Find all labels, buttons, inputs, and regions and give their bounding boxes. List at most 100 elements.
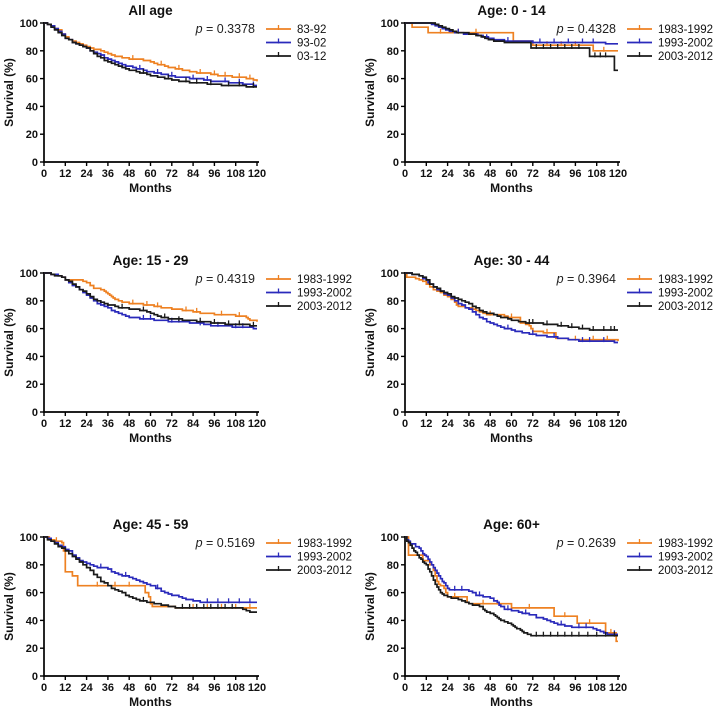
x-tick-label: 0 [402, 682, 408, 694]
p-symbol: p [556, 272, 564, 286]
series-line-2003-2012 [405, 22, 618, 72]
x-axis-label: Months [490, 181, 533, 195]
y-tick-label: 100 [20, 18, 38, 30]
y-tick-label: 20 [26, 643, 38, 655]
x-tick-label: 96 [569, 418, 581, 430]
series-line-2003-2012 [44, 536, 257, 613]
panel-title: Age: 60+ [483, 517, 540, 532]
p-value-text: p = 0.4319 [195, 272, 255, 286]
survival-chart: Age: 15 - 29 p = 0.4319 0 20 40 60 80 100 0 12 24 3… [2, 253, 352, 445]
y-tick-label: 0 [393, 157, 399, 169]
x-tick-label: 0 [402, 418, 408, 430]
x-tick-label: 72 [527, 168, 539, 180]
y-tick-label: 80 [387, 46, 399, 58]
y-tick-label: 0 [393, 407, 399, 419]
x-tick-label: 96 [208, 168, 220, 180]
y-tick-label: 40 [26, 101, 38, 113]
panel-title: Age: 45 - 59 [113, 517, 189, 532]
p-symbol: p [556, 536, 564, 550]
x-axis-label: Months [490, 695, 533, 709]
x-tick-label: 0 [41, 418, 47, 430]
y-tick-label: 80 [26, 296, 38, 308]
y-tick-label: 40 [387, 101, 399, 113]
x-tick-label: 60 [505, 682, 517, 694]
x-tick-label: 24 [441, 682, 454, 694]
y-axis-label: Survival (%) [363, 308, 377, 377]
series-line-2003-2012 [405, 536, 618, 637]
y-tick-label: 40 [387, 615, 399, 627]
y-tick-label: 0 [32, 407, 38, 419]
x-tick-label: 72 [527, 418, 539, 430]
series-line-83-92 [44, 22, 258, 82]
x-tick-label: 48 [484, 418, 496, 430]
x-tick-label: 36 [463, 168, 475, 180]
panel-title: Age: 0 - 14 [477, 3, 546, 18]
series-line-1983-1992 [44, 272, 258, 322]
y-tick-label: 60 [26, 588, 38, 600]
p-value-number: = 0.2639 [564, 536, 617, 550]
y-tick-label: 80 [26, 46, 38, 58]
p-value-text: p = 0.4328 [556, 22, 616, 36]
legend-label: 1983-1992 [658, 538, 713, 550]
series-line-1993-2002 [44, 536, 257, 604]
x-tick-label: 36 [102, 418, 114, 430]
p-value-text: p = 0.3964 [556, 272, 616, 286]
x-tick-label: 36 [463, 418, 475, 430]
axes [43, 272, 259, 413]
x-tick-label: 12 [420, 418, 432, 430]
p-value-number: = 0.4319 [203, 272, 256, 286]
x-tick-label: 12 [59, 682, 71, 694]
legend-label: 1983-1992 [297, 274, 352, 286]
x-tick-label: 84 [548, 418, 561, 430]
x-tick-label: 120 [609, 168, 627, 180]
x-tick-label: 48 [484, 682, 496, 694]
panel-all-age: All age p = 0.3378 0 20 40 60 80 100 0 12 24 36 48 60… [0, 0, 361, 240]
x-tick-label: 12 [59, 168, 71, 180]
y-tick-label: 80 [26, 560, 38, 572]
legend-label: 1983-1992 [658, 274, 713, 286]
x-tick-label: 12 [420, 682, 432, 694]
x-tick-label: 0 [41, 168, 47, 180]
p-value-text: p = 0.5169 [195, 536, 255, 550]
y-tick-label: 40 [26, 351, 38, 363]
legend-label: 2003-2012 [297, 565, 352, 577]
series-line-1993-2002 [405, 536, 618, 636]
x-axis-label: Months [490, 431, 533, 445]
x-tick-label: 24 [80, 168, 93, 180]
x-tick-label: 48 [123, 418, 135, 430]
series-line-1983-1992 [44, 536, 257, 609]
p-value-number: = 0.3964 [564, 272, 617, 286]
survival-chart: All age p = 0.3378 0 20 40 60 80 100 0 12 24 36 48 60… [2, 3, 326, 195]
x-tick-label: 12 [59, 418, 71, 430]
x-tick-label: 36 [463, 682, 475, 694]
x-tick-label: 120 [248, 682, 266, 694]
y-axis-label: Survival (%) [2, 572, 16, 641]
x-tick-label: 84 [187, 418, 200, 430]
legend-label: 1983-1992 [658, 24, 713, 36]
panel-age-60-plus: Age: 60+ p = 0.2639 0 20 40 60 80 100 0 12 24 36 48 6… [361, 480, 722, 715]
x-tick-label: 120 [248, 418, 266, 430]
axes [404, 272, 620, 413]
x-tick-label: 36 [102, 168, 114, 180]
y-tick-label: 60 [387, 588, 399, 600]
x-tick-label: 84 [548, 682, 561, 694]
legend-label: 03-12 [297, 51, 326, 63]
y-tick-label: 20 [387, 129, 399, 141]
x-tick-label: 60 [505, 418, 517, 430]
series-line-03-12 [44, 22, 257, 88]
x-tick-label: 96 [569, 682, 581, 694]
y-tick-label: 60 [387, 324, 399, 336]
x-tick-label: 108 [588, 682, 606, 694]
x-tick-label: 72 [166, 682, 178, 694]
series-line-1983-1992 [405, 22, 618, 52]
y-tick-label: 40 [26, 615, 38, 627]
y-tick-label: 100 [381, 18, 399, 30]
x-tick-label: 108 [227, 168, 245, 180]
x-tick-label: 36 [102, 682, 114, 694]
y-tick-label: 20 [387, 643, 399, 655]
x-tick-label: 96 [569, 168, 581, 180]
p-symbol: p [195, 22, 203, 36]
x-tick-label: 48 [123, 168, 135, 180]
x-tick-label: 60 [144, 418, 156, 430]
x-tick-label: 12 [420, 168, 432, 180]
